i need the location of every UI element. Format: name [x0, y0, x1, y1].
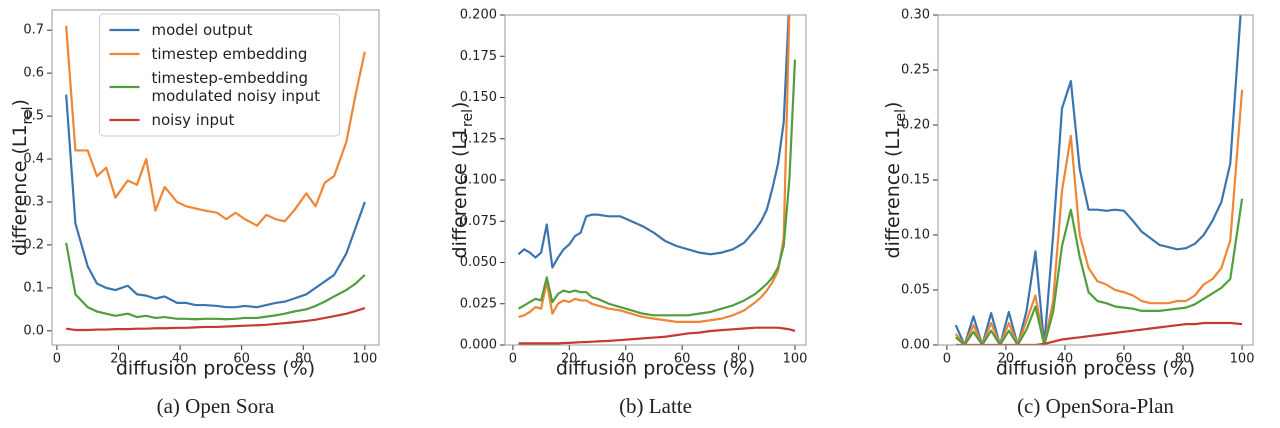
y-tick-label: 0.15 — [901, 173, 930, 188]
x-axis-label: diffusion process (%) — [556, 358, 755, 380]
legend-box — [99, 13, 340, 137]
legend: model output timestep embedding timestep-e… — [99, 13, 340, 137]
y-axis-label: difference (L1rel) — [9, 99, 37, 256]
y-tick-label: 0.075 — [460, 214, 497, 229]
series-line — [65, 242, 366, 321]
x-tick-label: 100 — [783, 352, 808, 367]
x-tick-label: 60 — [233, 352, 250, 367]
y-axis-label-part: rel — [20, 106, 36, 124]
x-axis-label: diffusion process (%) — [116, 358, 315, 380]
x-tick-label: 20 — [561, 352, 578, 367]
y-axis-label-part: difference (L1 — [9, 124, 31, 256]
series-line — [954, 89, 1244, 345]
x-tick-label: 80 — [295, 352, 312, 367]
x-tick-label: 40 — [617, 352, 634, 367]
y-tick-label: 0.7 — [23, 23, 44, 38]
y-tick-label: 0.050 — [460, 255, 497, 270]
x-tick-label: 60 — [674, 352, 691, 367]
series-line — [518, 326, 796, 345]
series-line — [517, 15, 790, 269]
y-tick-label: 0.1 — [23, 280, 44, 295]
y-tick-label: 0.25 — [901, 63, 930, 78]
series-line — [65, 94, 366, 309]
series-line — [518, 15, 791, 323]
lines — [517, 15, 797, 345]
x-tick-label: 80 — [730, 352, 747, 367]
x-tick-label: 0 — [53, 352, 61, 367]
lines — [65, 25, 366, 332]
y-tick-label: 0.200 — [460, 8, 497, 23]
y-axis-label-part: difference (L1 — [449, 127, 471, 259]
y-axis-label-part: rel — [460, 109, 476, 127]
y-tick-label: 0.2 — [23, 237, 44, 252]
y-axis-label-part: rel — [893, 109, 909, 127]
y-axis-label-part: difference (L1 — [882, 127, 904, 259]
y-tick-label: 0.5 — [23, 109, 44, 124]
y-tick-label: 0.6 — [23, 66, 44, 81]
x-tick-label: 0 — [943, 352, 951, 367]
series-line — [954, 15, 1242, 345]
y-tick-label: 0.3 — [23, 194, 44, 209]
y-axis-label-part: ) — [9, 99, 31, 106]
subplot: 0 20 40 60 80 100 0.000 0.025 0.050 0.075 0.100 0.1… — [449, 8, 808, 418]
x-tick-label: 100 — [1230, 352, 1255, 367]
x-axis-label: diffusion process (%) — [996, 358, 1195, 380]
y-tick-label: 0.30 — [901, 8, 930, 23]
y-tick-label: 0.00 — [901, 338, 930, 353]
y-tick-label: 0.10 — [901, 228, 930, 243]
series-line — [65, 25, 366, 227]
x-tick-label: 80 — [1175, 352, 1192, 367]
subplot: 0 20 40 60 80 100 0.00 0.05 0.10 0.15 0.20 0.25 0.30… — [882, 8, 1255, 418]
y-tick-label: 0.100 — [460, 173, 497, 188]
series-line — [954, 198, 1244, 345]
y-tick-label: 0.4 — [23, 152, 44, 167]
legend-label: timestep-embedding modulated noisy input — [152, 69, 321, 105]
y-tick-label: 0.025 — [460, 296, 497, 311]
x-tick-label: 20 — [110, 352, 127, 367]
plot-frame — [937, 14, 1254, 346]
x-tick-label: 40 — [1057, 352, 1074, 367]
x-tick-label: 0 — [509, 352, 517, 367]
legend-label: timestep embedding — [152, 45, 308, 63]
caption: (b) Latte — [619, 394, 692, 418]
y-tick-label: 0.125 — [460, 131, 497, 146]
caption: (c) OpenSora-Plan — [1017, 394, 1174, 418]
y-tick-label: 0.05 — [901, 283, 930, 298]
series-line — [955, 321, 1243, 345]
plot-frame — [504, 14, 807, 346]
x-tick-label: 100 — [352, 352, 377, 367]
caption: (a) Open Sora — [157, 394, 275, 418]
series-line — [66, 307, 366, 332]
plot-frame — [51, 9, 380, 346]
y-axis-label: difference (L1rel) — [882, 102, 910, 259]
y-axis-label-part: ) — [882, 102, 904, 109]
legend-label: model output — [152, 21, 253, 39]
lines — [954, 15, 1244, 345]
subplot: 0 20 40 60 80 100 0.0 0.1 0.2 0.3 0.4 0.5 0.6 0.7 diff… — [9, 9, 380, 418]
legend-label: noisy input — [152, 111, 235, 129]
y-tick-label: 0.175 — [460, 49, 497, 64]
y-tick-label: 0.150 — [460, 90, 497, 105]
y-tick-label: 0.000 — [460, 338, 497, 353]
series-line — [517, 59, 797, 317]
y-axis-label-part: ) — [449, 102, 471, 109]
x-tick-label: 20 — [998, 352, 1015, 367]
x-tick-label: 60 — [1116, 352, 1133, 367]
y-tick-label: 0.0 — [23, 323, 44, 338]
x-tick-label: 40 — [172, 352, 189, 367]
y-axis-label: difference (L1rel) — [449, 102, 477, 259]
y-tick-label: 0.20 — [901, 118, 930, 133]
